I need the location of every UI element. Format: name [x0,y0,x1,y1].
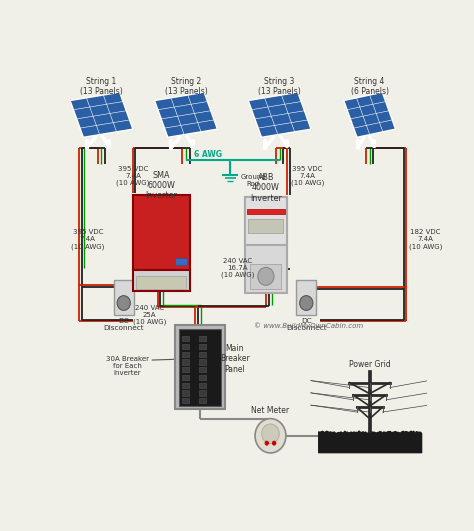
Bar [199,375,206,380]
Bar [114,280,134,315]
Bar [182,344,189,349]
Text: 6 AWG: 6 AWG [194,150,222,159]
Text: SMA
6000W
Inverter: SMA 6000W Inverter [145,170,177,201]
Text: Net Meter: Net Meter [251,406,290,415]
Text: Power Grid: Power Grid [349,359,391,369]
Text: 240 VAC
25A
(10 AWG): 240 VAC 25A (10 AWG) [133,305,166,326]
Text: DC
Disconnect: DC Disconnect [103,318,144,331]
Bar [246,209,285,214]
Bar [175,326,225,409]
Bar [182,359,189,365]
Bar [199,336,206,341]
Bar [137,276,186,289]
Bar [199,383,206,388]
Bar [175,258,187,266]
Bar [245,196,287,293]
Text: © www.BuildMyOwnCabin.com: © www.BuildMyOwnCabin.com [255,322,364,329]
Circle shape [258,267,274,285]
Text: 395 VDC
7.4A
(10 AWG): 395 VDC 7.4A (10 AWG) [71,229,104,250]
Bar [182,390,189,396]
Bar [182,367,189,372]
Bar [199,367,206,372]
Polygon shape [155,92,218,138]
Bar [133,270,190,290]
Bar [182,336,189,341]
Circle shape [264,441,269,446]
Bar [199,344,206,349]
Bar [182,352,189,357]
Bar [368,371,371,432]
Polygon shape [248,92,311,138]
Bar [182,398,189,404]
Bar [245,196,287,245]
Circle shape [255,418,286,453]
Text: 30A Breaker
for Each
Inverter: 30A Breaker for Each Inverter [106,356,149,376]
Text: String 3
(13 Panels): String 3 (13 Panels) [258,76,301,96]
Polygon shape [344,92,396,138]
Polygon shape [70,92,133,138]
Text: DC
Disconnect: DC Disconnect [286,318,327,331]
Circle shape [272,441,276,446]
Circle shape [300,296,313,311]
Text: 395 VDC
7.4A
(10 AWG): 395 VDC 7.4A (10 AWG) [291,166,324,186]
Bar [199,352,206,357]
Circle shape [262,424,279,443]
Text: Ground
Rod: Ground Rod [240,174,266,187]
Bar [133,194,190,270]
Circle shape [117,296,130,311]
Text: String 2
(13 Panels): String 2 (13 Panels) [164,76,207,96]
Text: 395 VDC
7.4A
(10 AWG): 395 VDC 7.4A (10 AWG) [116,166,150,186]
Bar [199,390,206,396]
Bar [182,383,189,388]
Bar [199,398,206,404]
Text: 240 VAC
16.7A
(10 AWG): 240 VAC 16.7A (10 AWG) [221,258,254,278]
Text: Main
Breaker
Panel: Main Breaker Panel [220,344,250,374]
Bar [296,280,316,315]
Bar [199,359,206,365]
Text: ABB
4000W
Inverter: ABB 4000W Inverter [250,173,282,202]
Text: String 4
(6 Panels): String 4 (6 Panels) [351,76,389,96]
Text: String 1
(13 Panels): String 1 (13 Panels) [80,76,123,96]
Bar [179,329,221,406]
Bar [182,375,189,380]
Bar [248,219,283,233]
Bar [250,264,282,289]
Text: 182 VDC
7.4A
(10 AWG): 182 VDC 7.4A (10 AWG) [409,229,442,250]
